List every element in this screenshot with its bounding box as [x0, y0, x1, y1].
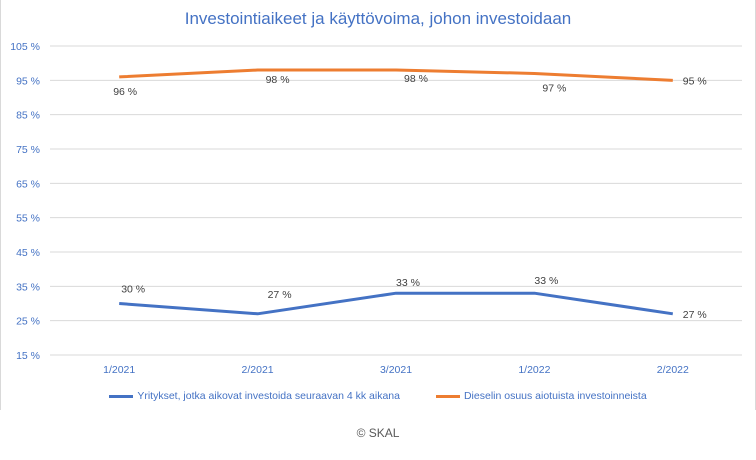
- y-tick-label: 15 %: [16, 350, 40, 362]
- data-label: 33 %: [534, 275, 558, 287]
- data-label: 98 %: [404, 73, 428, 85]
- legend-label: Dieselin osuus aiotuista investoinneista: [463, 390, 647, 402]
- legend-item-companies: Yritykset, jotka aikovat investoida seur…: [109, 390, 400, 402]
- x-tick-label: 2/2021: [242, 364, 274, 376]
- y-tick-label: 45 %: [16, 247, 40, 259]
- data-label: 97 %: [542, 82, 566, 94]
- plot-area: 105 % 95 % 85 % 75 % 65 % 55 % 45 % 35 % 25 % 15 …: [10, 41, 742, 376]
- data-label: 96 %: [113, 86, 137, 98]
- y-tick-label: 65 %: [16, 178, 40, 190]
- y-tick-label: 35 %: [16, 281, 40, 293]
- copyright: © SKAL: [356, 426, 400, 440]
- y-tick-label: 95 %: [16, 75, 40, 87]
- legend-item-diesel: Dieselin osuus aiotuista investoinneista: [435, 390, 647, 402]
- y-tick-label: 25 %: [16, 316, 40, 328]
- legend: Yritykset, jotka aikovat investoida seur…: [0, 390, 756, 402]
- series-line-0: [119, 291, 674, 316]
- x-tick-label: 1/2021: [103, 364, 135, 376]
- x-tick-label: 2/2022: [657, 364, 689, 376]
- y-tick-label: 105 %: [10, 41, 40, 53]
- series-line-1: [119, 68, 673, 82]
- x-tick-label: 1/2022: [518, 364, 550, 376]
- data-label: 33 %: [396, 277, 420, 289]
- data-label: 95 %: [683, 75, 707, 87]
- data-label: 27 %: [268, 289, 292, 301]
- data-label: 30 %: [121, 284, 145, 296]
- x-tick-label: 3/2021: [380, 364, 412, 376]
- data-label: 98 %: [266, 74, 290, 86]
- y-tick-label: 55 %: [16, 213, 40, 225]
- legend-swatch: [109, 394, 134, 398]
- y-tick-label: 85 %: [16, 110, 40, 122]
- chart-title: Investointiaikeet ja käyttövoima, johon …: [184, 9, 572, 28]
- y-tick-label: 75 %: [16, 144, 40, 156]
- legend-swatch: [435, 394, 460, 398]
- legend-label: Yritykset, jotka aikovat investoida seur…: [137, 390, 400, 402]
- data-label: 27 %: [683, 309, 707, 321]
